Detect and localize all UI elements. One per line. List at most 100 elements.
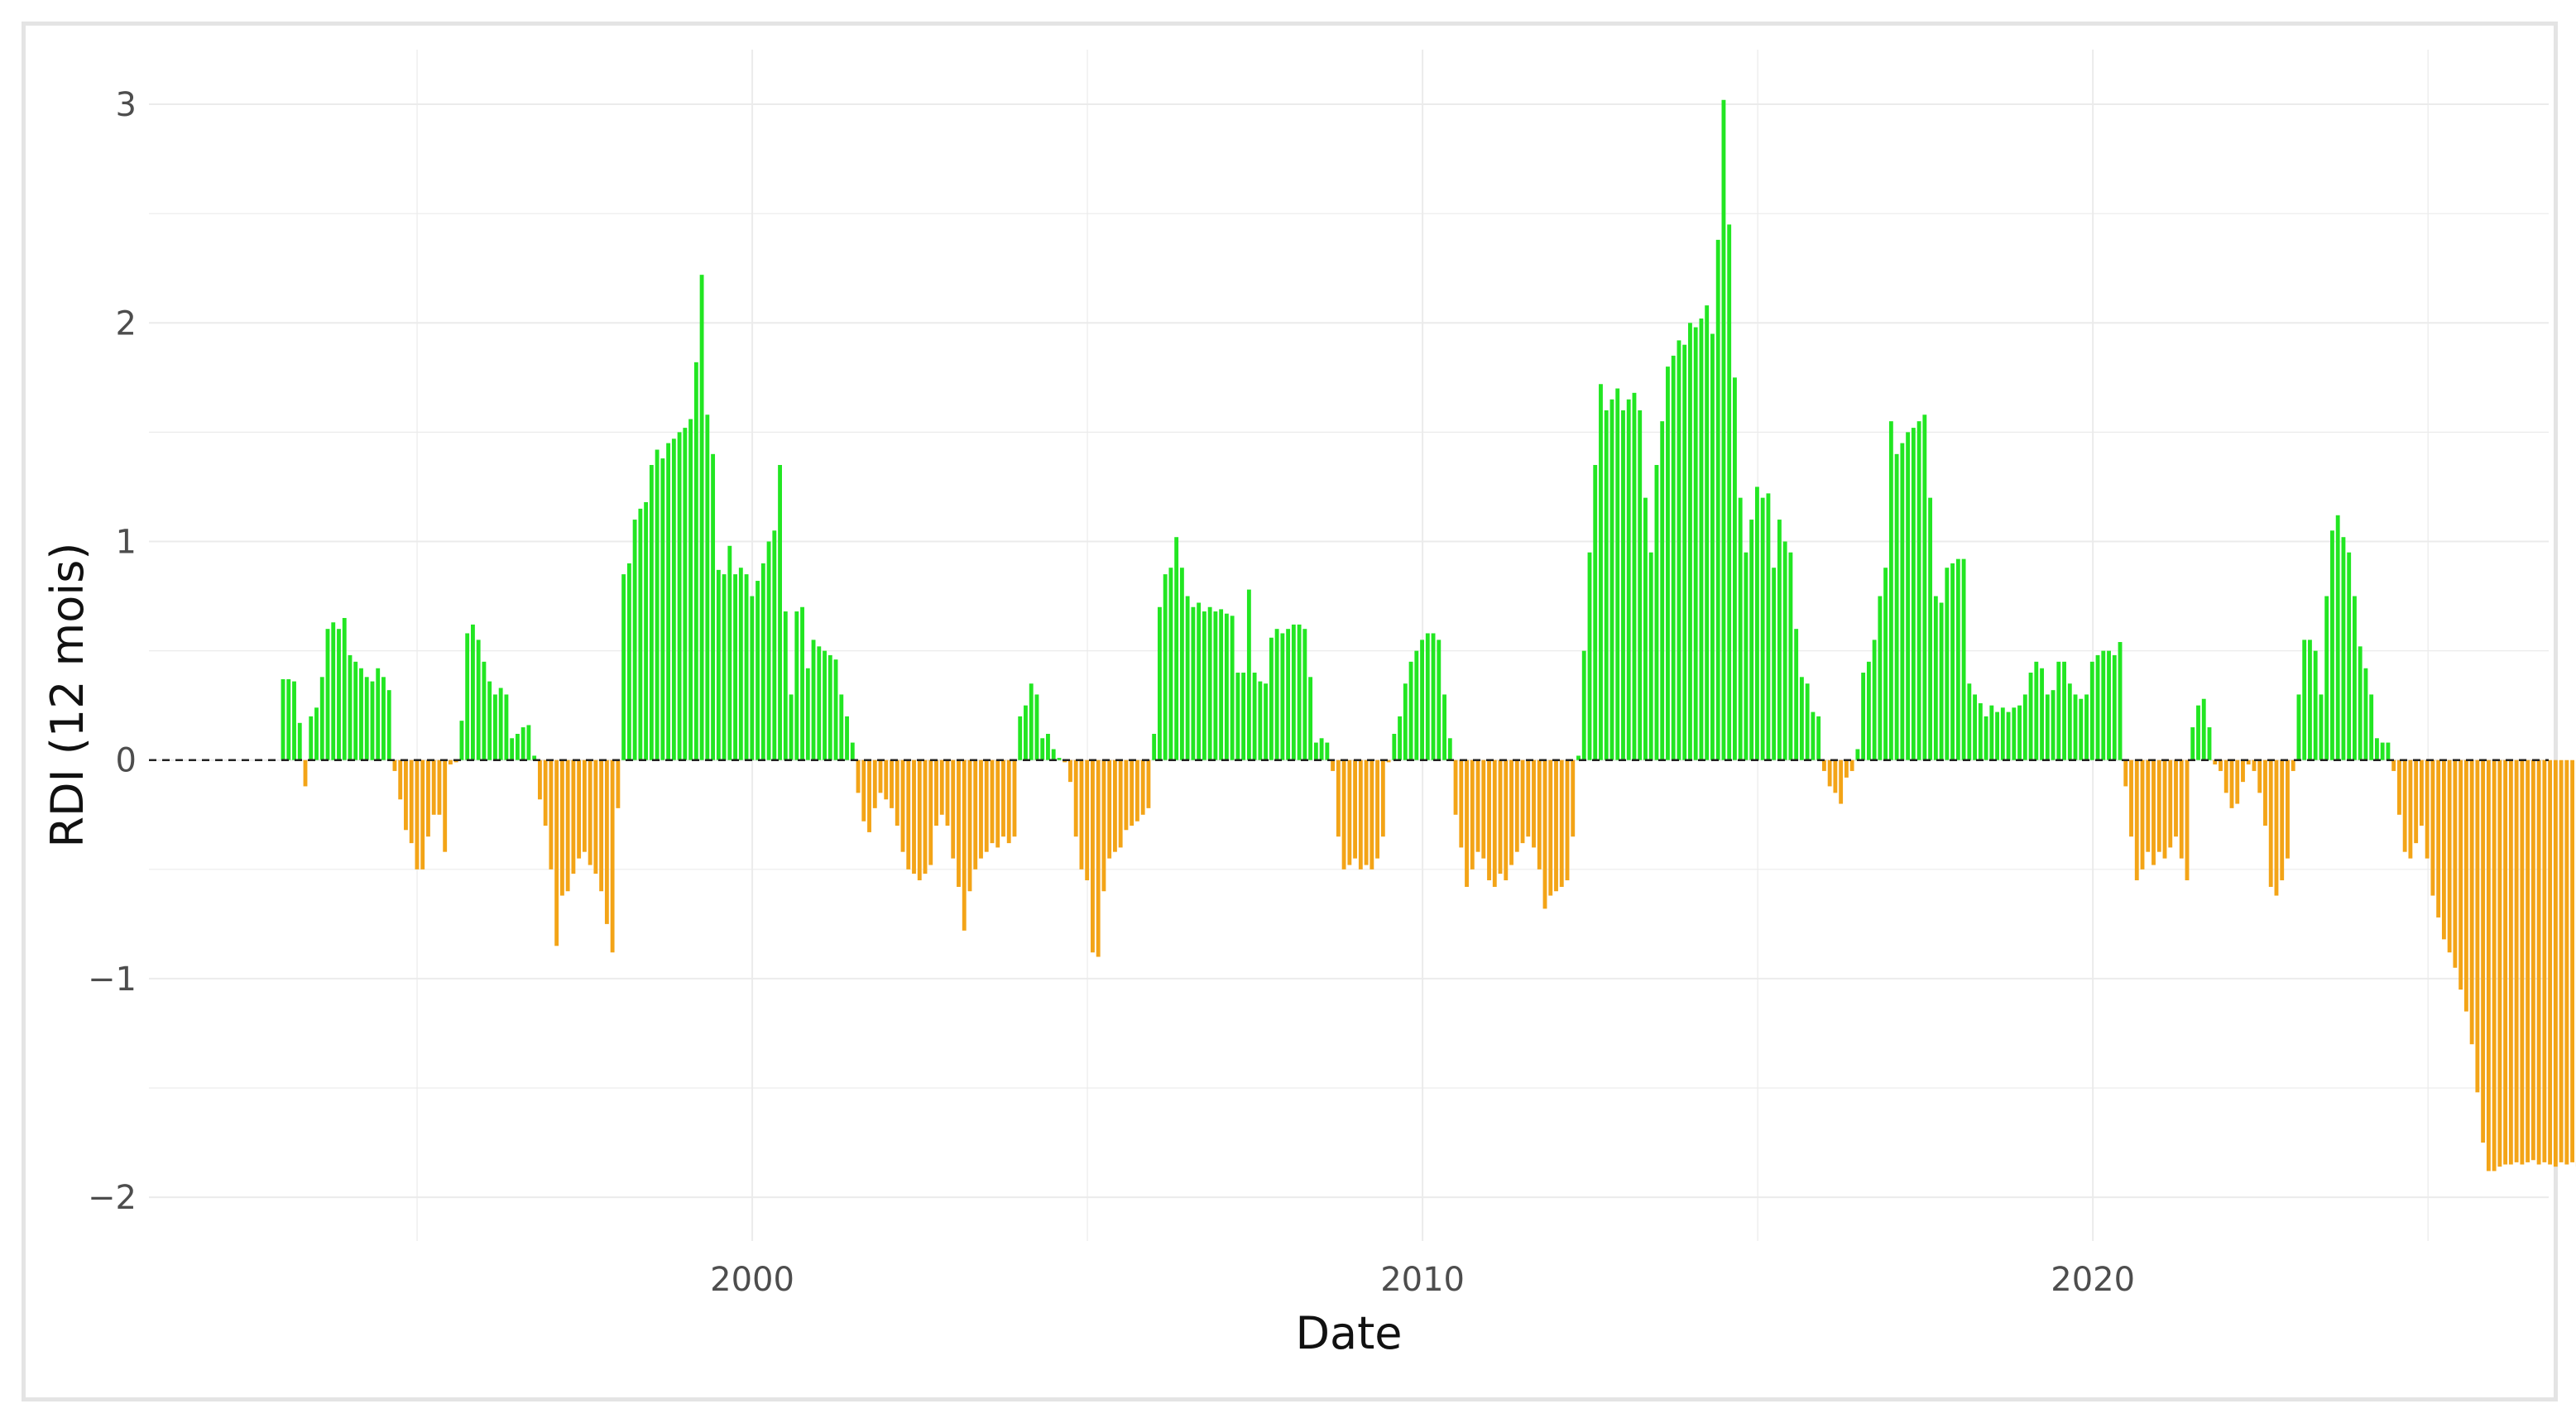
bar — [1325, 742, 1330, 760]
bar — [1715, 239, 1720, 760]
bar — [644, 501, 649, 760]
bar — [2017, 705, 2022, 760]
bar — [2453, 759, 2458, 968]
bar — [1124, 759, 1129, 831]
bar — [2241, 759, 2245, 783]
bar — [1744, 552, 1749, 760]
bar — [626, 563, 631, 760]
bar — [1408, 661, 1413, 760]
bar — [2492, 759, 2497, 1171]
bar — [2174, 759, 2178, 837]
bar — [1883, 568, 1888, 760]
bar — [2369, 694, 2374, 760]
bar — [1849, 759, 1854, 771]
bar — [2514, 759, 2519, 1162]
bar — [2463, 759, 2468, 1012]
bar — [1626, 399, 1631, 760]
bar — [1398, 716, 1402, 760]
bar — [1693, 327, 1698, 760]
bar — [1648, 552, 1653, 760]
bar — [2263, 759, 2267, 826]
bar — [2040, 668, 2044, 760]
bar — [593, 759, 598, 874]
bar — [861, 759, 866, 822]
bar — [376, 668, 381, 760]
bar — [1207, 606, 1212, 760]
bar — [1844, 759, 1849, 778]
y-axis-title: RDI (12 mois) — [41, 543, 94, 848]
bar — [744, 574, 749, 760]
bar — [1788, 552, 1793, 760]
bar — [900, 759, 905, 852]
bar — [1504, 759, 1509, 881]
bar — [1152, 734, 1157, 760]
bar — [2341, 537, 2346, 760]
bar — [884, 759, 889, 800]
bar — [526, 725, 531, 760]
bar — [2458, 759, 2463, 990]
bar — [1945, 568, 1950, 760]
bar — [1811, 712, 1816, 760]
bar — [2330, 530, 2334, 760]
bar — [760, 563, 765, 760]
bar — [711, 453, 716, 760]
bar — [409, 759, 414, 844]
bar — [2257, 759, 2262, 793]
bar — [867, 759, 871, 832]
bar — [1660, 421, 1665, 760]
bar — [1821, 759, 1826, 771]
bar — [1118, 759, 1123, 848]
bar — [515, 734, 520, 760]
bar — [577, 759, 582, 859]
bar — [1559, 759, 1564, 887]
bar — [666, 443, 671, 760]
bar — [2414, 759, 2419, 844]
bar — [2095, 654, 2100, 760]
bar — [1509, 759, 1513, 865]
bar — [973, 759, 978, 870]
bar — [1264, 683, 1269, 760]
bar — [1246, 589, 1251, 760]
bar — [772, 530, 777, 760]
bar — [2353, 596, 2357, 760]
bar — [738, 568, 743, 760]
bar — [2274, 759, 2279, 896]
bar — [2196, 705, 2200, 760]
bar — [309, 716, 314, 760]
bar — [1113, 759, 1117, 852]
bar — [683, 428, 688, 760]
bar — [381, 677, 386, 760]
bar — [783, 611, 788, 760]
bars — [281, 99, 2576, 1171]
bar — [2123, 759, 2128, 787]
bar — [2447, 759, 2452, 953]
bar — [2252, 759, 2257, 771]
bar — [2034, 661, 2039, 760]
bar — [1995, 712, 2000, 760]
bar — [939, 759, 944, 815]
bar — [2497, 759, 2502, 1167]
bar — [1571, 759, 1576, 837]
bar — [1079, 759, 1084, 870]
bar — [2000, 707, 2005, 760]
bar — [1922, 414, 1927, 760]
bar — [789, 694, 794, 760]
bar — [912, 759, 916, 874]
bar — [314, 707, 319, 760]
bar — [337, 629, 341, 760]
bar — [1331, 759, 1336, 771]
bar — [2430, 759, 2435, 896]
bar — [2006, 712, 2011, 760]
bar — [2570, 759, 2575, 1162]
bar — [1051, 749, 1056, 760]
bar — [325, 629, 330, 760]
bar — [1096, 759, 1101, 957]
bar — [688, 419, 693, 760]
bar — [2402, 759, 2407, 852]
bar — [1554, 759, 1558, 892]
bar — [1146, 759, 1151, 808]
bar — [1632, 392, 1637, 760]
bar — [342, 617, 347, 760]
bar — [856, 759, 861, 793]
bar — [778, 465, 782, 760]
